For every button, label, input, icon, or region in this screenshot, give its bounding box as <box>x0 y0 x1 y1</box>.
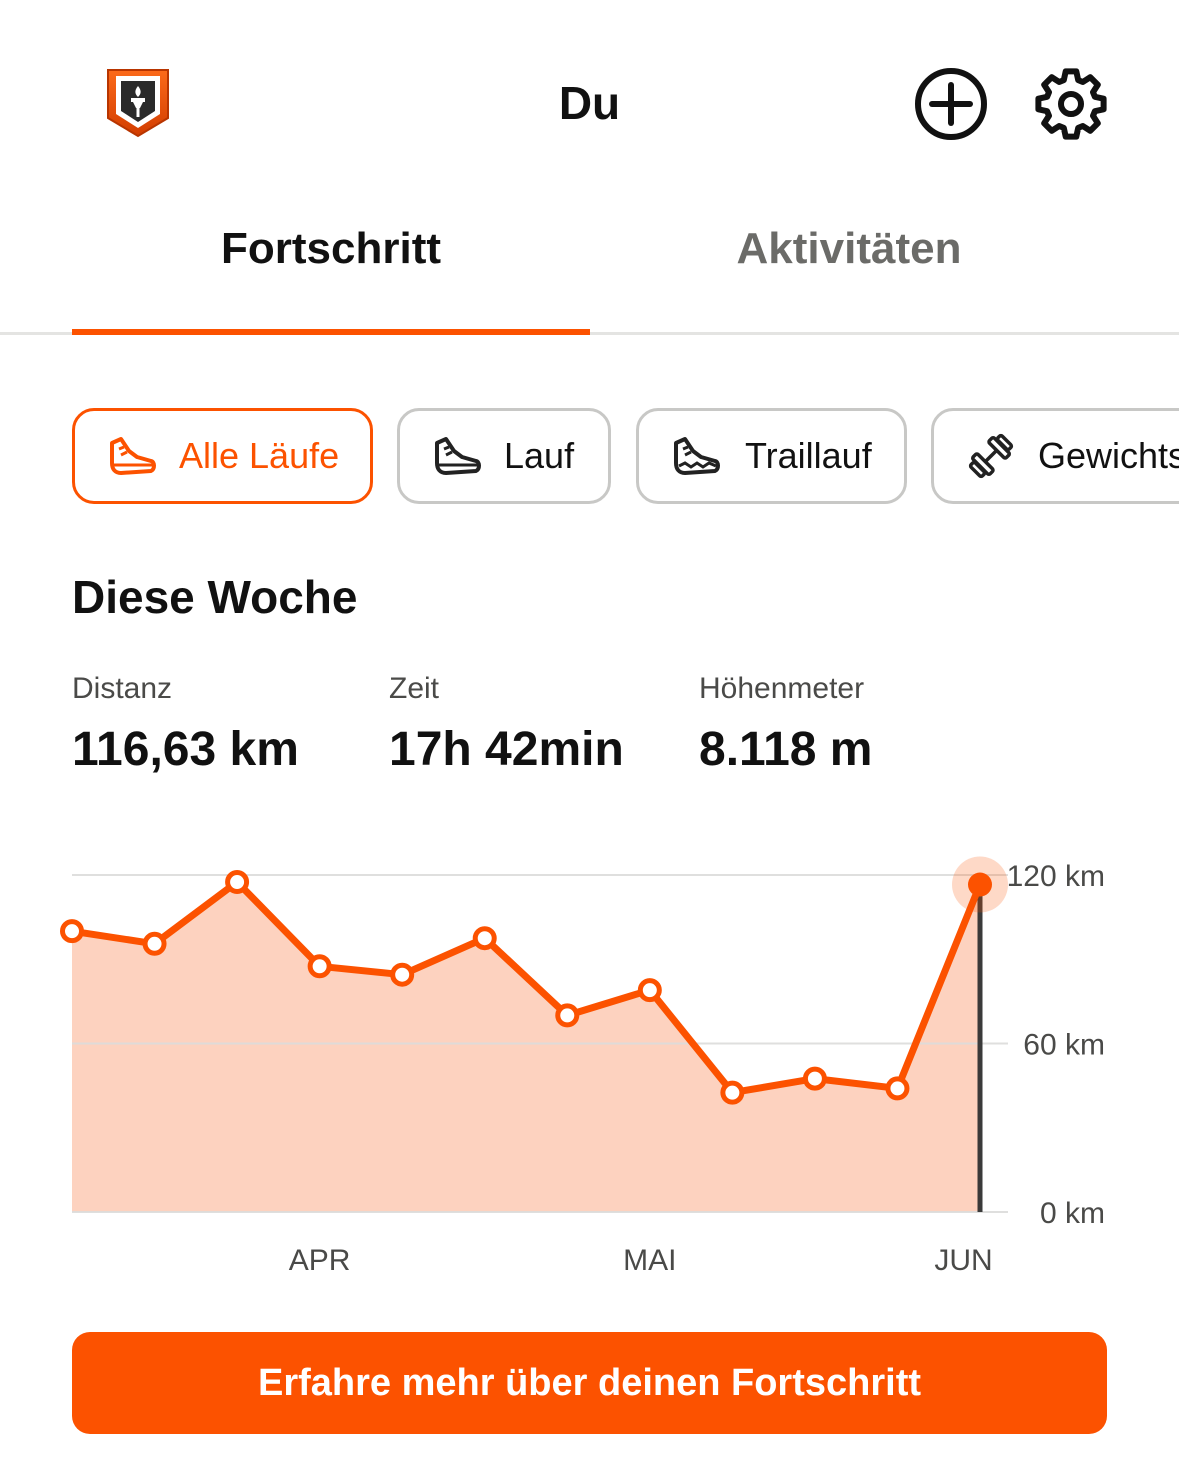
stat-label: Höhenmeter <box>699 672 865 705</box>
x-tick-label: JUN <box>934 1244 992 1277</box>
tab-progress[interactable]: Fortschritt <box>221 224 441 273</box>
running-shoe-icon <box>110 437 156 475</box>
filter-chip-all-runs[interactable]: Alle Läufe <box>72 408 373 504</box>
filter-label: Gewichts <box>1038 435 1179 476</box>
data-point <box>142 931 167 956</box>
section-title: Diese Woche <box>72 571 358 623</box>
plus-circle-icon[interactable] <box>913 66 989 142</box>
data-point <box>720 1080 745 1105</box>
x-tick-label: APR <box>289 1244 351 1277</box>
filter-label: Lauf <box>504 435 575 476</box>
chart-series-line <box>71 878 984 1097</box>
data-point <box>555 1003 580 1028</box>
weekly-distance-chart[interactable]: 0 km 60 km 120 km APR MAI JUN <box>0 840 1179 1290</box>
data-point <box>60 919 84 944</box>
stat-label: Distanz <box>72 672 173 705</box>
dumbbell-icon <box>968 433 1014 479</box>
data-point <box>472 926 497 951</box>
trail-shoe-icon <box>674 437 720 475</box>
tab-activities[interactable]: Aktivitäten <box>736 224 962 273</box>
data-point <box>307 954 332 979</box>
filter-chip-weights[interactable]: Gewichts <box>931 408 1179 504</box>
stat-value: 17h 42min <box>389 723 624 776</box>
stat-elevation: Höhenmeter 8.118 m <box>699 672 872 777</box>
page-title: Du <box>558 77 621 129</box>
data-point <box>637 978 662 1003</box>
top-bar: Du <box>0 0 1179 200</box>
stat-label: Zeit <box>389 672 440 705</box>
tab-active-indicator <box>72 329 590 335</box>
filter-label: Traillauf <box>745 435 872 476</box>
running-shoe-icon <box>435 437 481 475</box>
learn-more-progress-button[interactable]: Erfahre mehr über deinen Fortschritt <box>72 1332 1107 1434</box>
y-tick-label: 120 km <box>1007 860 1105 893</box>
stat-value: 116,63 km <box>72 723 299 776</box>
stat-time: Zeit 17h 42min <box>389 672 624 777</box>
filter-chip-run[interactable]: Lauf <box>397 408 611 504</box>
data-point <box>968 872 992 897</box>
sport-filter-row: Alle Läufe Lauf Traillauf <box>0 408 1179 504</box>
filter-chip-trail-run[interactable]: Traillauf <box>636 408 907 504</box>
gear-icon[interactable] <box>1033 66 1109 142</box>
stat-distance: Distanz 116,63 km <box>72 672 299 777</box>
stat-value: 8.118 m <box>699 723 873 776</box>
data-point <box>225 870 250 895</box>
y-tick-label: 60 km <box>1023 1029 1105 1062</box>
x-tick-label: MAI <box>623 1244 676 1277</box>
data-point <box>885 1076 910 1101</box>
filter-label: Alle Läufe <box>179 435 340 476</box>
tab-bar: Fortschritt Aktivitäten <box>0 200 1179 336</box>
torch-shield-icon[interactable] <box>104 66 172 140</box>
y-tick-label: 0 km <box>1040 1197 1105 1230</box>
data-point <box>390 962 415 987</box>
data-point <box>802 1066 827 1091</box>
chart-area-fill <box>72 882 980 1212</box>
